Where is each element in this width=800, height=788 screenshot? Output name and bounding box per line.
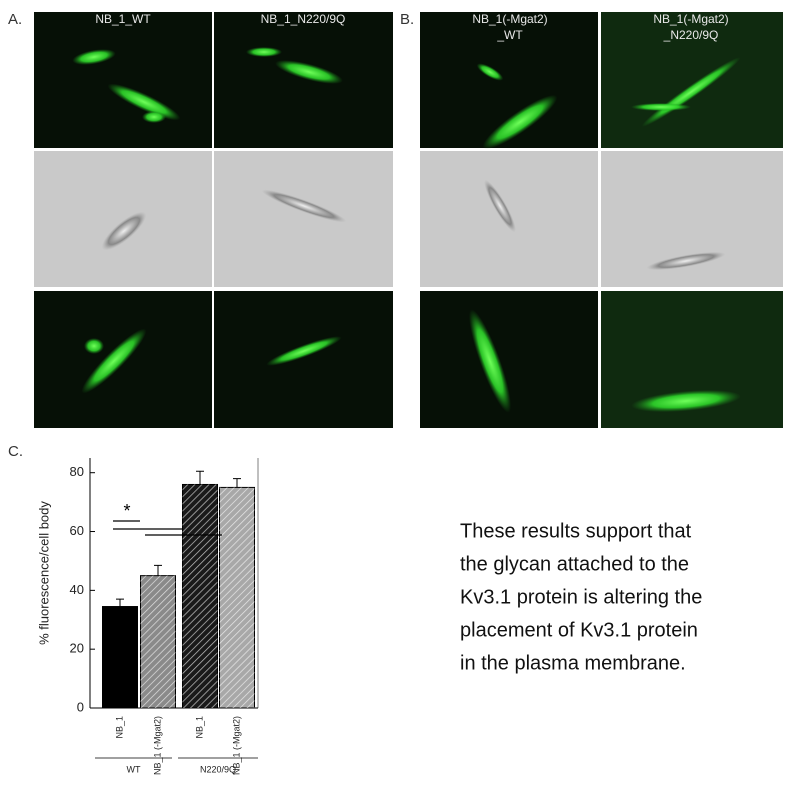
micrograph (214, 12, 393, 148)
cell (482, 94, 558, 150)
y-tick-label: 60 (70, 523, 84, 538)
column-header: NB_1(-Mgat2) (472, 12, 547, 26)
error-bar (196, 470, 204, 485)
text-line: Kv3.1 protein is altering the (460, 586, 702, 608)
error-bar (233, 478, 241, 488)
cell (631, 389, 741, 413)
cell (142, 111, 166, 123)
panel-label: A. (8, 11, 22, 28)
cell (646, 251, 726, 271)
micrograph (214, 291, 393, 428)
text-line: placement of Kv3.1 protein (460, 619, 698, 641)
cell (266, 336, 342, 366)
group-label: N220/9Q (200, 764, 236, 774)
y-axis-label: % fluorescence/cell body (36, 501, 51, 645)
significance (113, 520, 222, 536)
y-tick-label: 80 (70, 464, 84, 479)
bar-hatch (140, 575, 176, 708)
y-tick-label: 40 (70, 582, 84, 597)
micrographs (34, 12, 783, 428)
micrograph (34, 12, 212, 148)
micrograph (214, 151, 393, 287)
cell (476, 63, 504, 81)
column-header: NB_1_N220/9Q (261, 12, 346, 26)
bar (102, 606, 138, 709)
conclusion-text: These results support that the glycan att… (460, 520, 702, 674)
panel-label: C. (8, 443, 23, 460)
bar-hatch (182, 484, 218, 708)
cell (72, 49, 116, 65)
cell (107, 83, 181, 121)
bar-chart: 0 20 40 60 80 % fluorescence/cell body NB_1 NB_… (36, 458, 259, 775)
bar-hatch (219, 487, 255, 708)
error-bar (116, 598, 124, 607)
cell (101, 211, 147, 251)
micrograph (601, 12, 783, 148)
text-line: These results support that (460, 520, 692, 542)
cell (468, 309, 512, 413)
y-tick-label: 20 (70, 641, 84, 656)
micrograph (34, 151, 212, 287)
group-label: WT (127, 764, 141, 774)
column-header: NB_1_WT (95, 12, 151, 26)
column-header: _WT (496, 28, 523, 42)
x-tick-label: NB_1 (-Mgat2) (152, 716, 162, 775)
cell (484, 179, 516, 233)
cell (275, 60, 343, 84)
cell (261, 189, 347, 223)
micrograph (601, 151, 783, 287)
panel-label: B. (400, 11, 414, 28)
x-tick-label: NB_1 (-Mgat2) (231, 716, 241, 775)
cell (81, 328, 147, 394)
cell (246, 47, 282, 57)
x-tick-label: NB_1 (194, 716, 204, 739)
text-line: the glycan attached to the (460, 553, 689, 575)
significance-star: * (123, 501, 130, 521)
x-tick-label: NB_1 (114, 716, 124, 739)
cell (631, 103, 691, 111)
error-bar (154, 564, 162, 576)
column-header: NB_1(-Mgat2) (653, 12, 728, 26)
y-tick-label: 0 (77, 699, 84, 714)
text-line: in the plasma membrane. (460, 652, 686, 674)
cell (84, 338, 104, 354)
column-header: _N220/9Q (663, 28, 719, 42)
